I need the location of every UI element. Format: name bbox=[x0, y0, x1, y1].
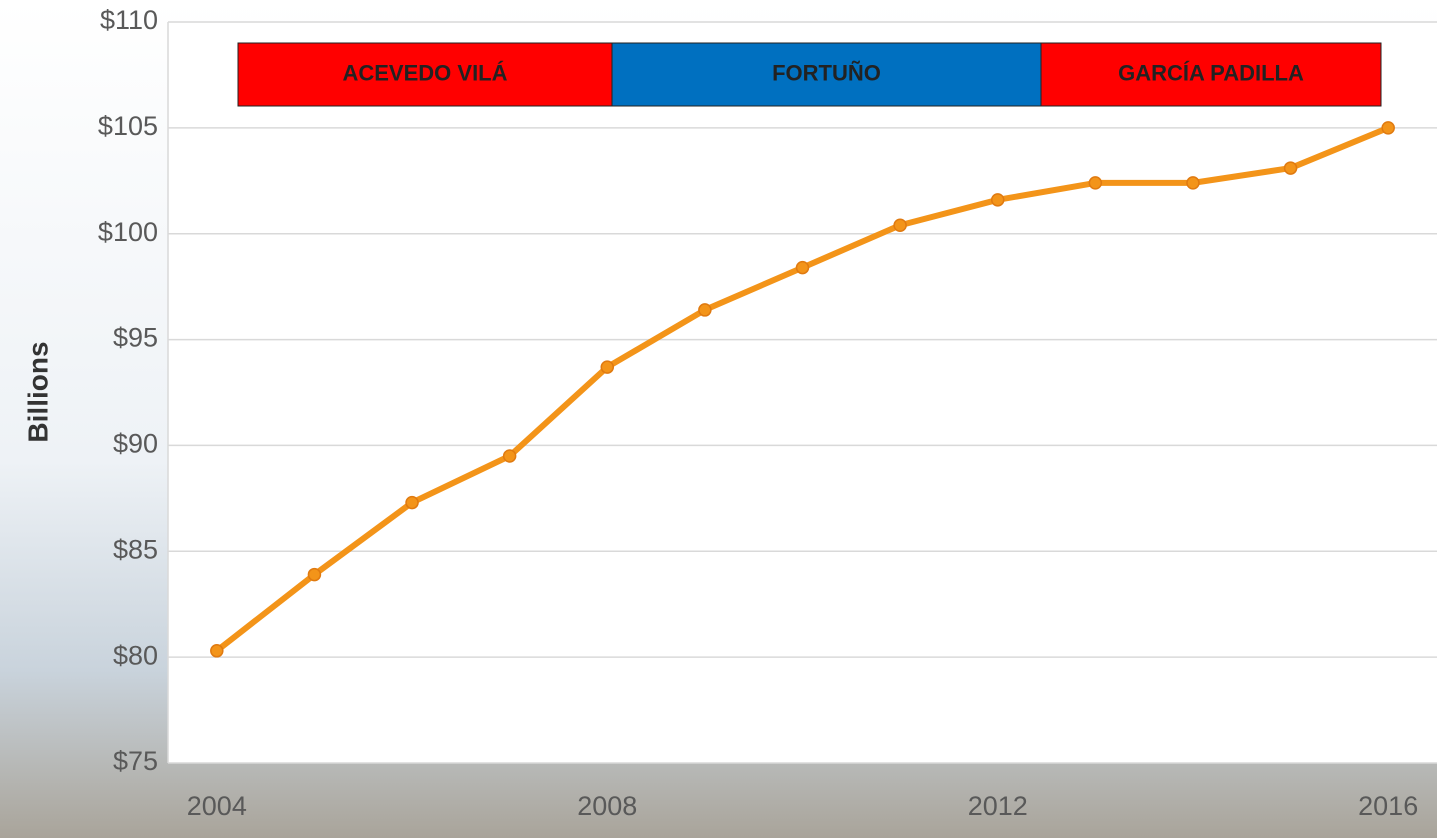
x-tick-label: 2012 bbox=[968, 791, 1028, 821]
data-point bbox=[1089, 177, 1101, 189]
data-point bbox=[504, 450, 516, 462]
governor-label: GARCÍA PADILLA bbox=[1118, 60, 1304, 85]
data-point bbox=[894, 219, 906, 231]
data-point bbox=[699, 304, 711, 316]
data-point bbox=[1285, 162, 1297, 174]
data-point bbox=[1382, 122, 1394, 134]
data-point bbox=[601, 361, 613, 373]
plot-area bbox=[168, 22, 1437, 763]
page: {"chart_data": { "type": "line", "y_labe… bbox=[0, 0, 1437, 838]
y-tick-label: $90 bbox=[113, 429, 158, 459]
data-point bbox=[211, 645, 223, 657]
data-point bbox=[797, 262, 809, 274]
y-axis-label: Billions bbox=[22, 341, 53, 442]
chart: Billions $75 $80 $85 $90 $95 $100 $105 $110 2004… bbox=[0, 0, 1437, 838]
y-tick-label: $80 bbox=[113, 640, 158, 670]
data-point bbox=[992, 194, 1004, 206]
y-tick-label: $110 bbox=[100, 5, 158, 35]
y-tick-label: $75 bbox=[113, 746, 158, 776]
governor-label: ACEVEDO VILÁ bbox=[342, 60, 507, 85]
data-point bbox=[1187, 177, 1199, 189]
y-tick-label: $100 bbox=[98, 217, 158, 247]
x-tick-label: 2004 bbox=[187, 791, 247, 821]
y-tick-label: $95 bbox=[113, 323, 158, 353]
y-tick-label: $85 bbox=[113, 534, 158, 564]
x-tick-label: 2016 bbox=[1358, 791, 1418, 821]
data-point bbox=[308, 569, 320, 581]
x-tick-label: 2008 bbox=[577, 791, 637, 821]
y-tick-label: $105 bbox=[98, 111, 158, 141]
data-point bbox=[406, 497, 418, 509]
governor-label: FORTUÑO bbox=[772, 60, 881, 85]
